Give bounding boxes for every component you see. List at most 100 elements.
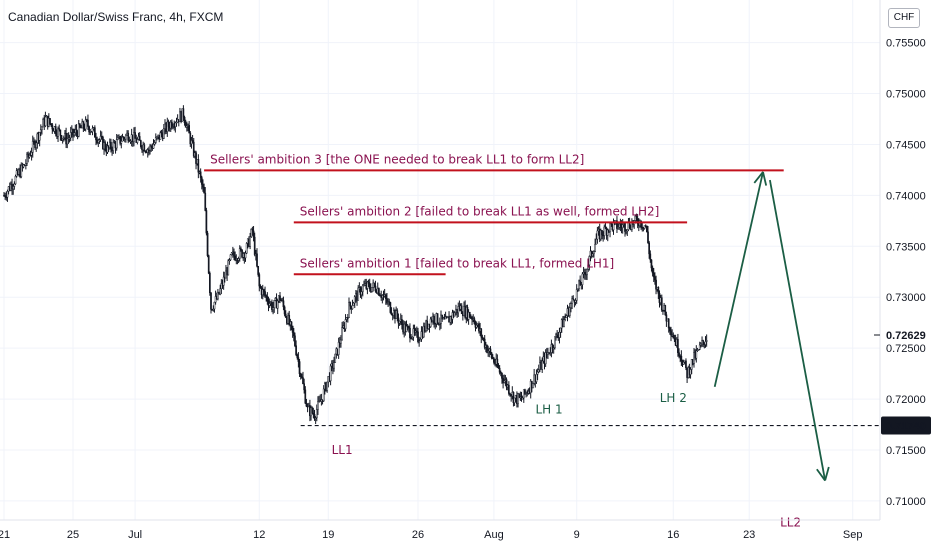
candle-body xyxy=(167,121,170,127)
candle-body xyxy=(436,313,439,324)
candle-body xyxy=(234,255,237,261)
candle-body xyxy=(652,272,655,278)
candle-body xyxy=(559,327,562,333)
candle-body xyxy=(26,153,28,164)
candle-body xyxy=(593,251,595,255)
candle-body xyxy=(517,393,519,404)
candle-body xyxy=(405,325,408,332)
candle-body xyxy=(136,139,139,143)
candle-body xyxy=(556,334,558,337)
candle-body xyxy=(129,140,132,143)
candle-body xyxy=(646,225,648,233)
currency-unit-button[interactable]: CHF xyxy=(888,8,920,28)
candle-body xyxy=(565,315,568,318)
candle-body xyxy=(314,417,317,419)
y-tick-label: 0.74500 xyxy=(886,139,926,151)
candle-body xyxy=(677,339,679,353)
candle-body xyxy=(704,341,707,345)
candle-body xyxy=(489,348,492,354)
y-tick-label: 0.73500 xyxy=(886,241,926,253)
candle-body xyxy=(68,137,71,140)
candle-body xyxy=(227,260,230,276)
candle-body xyxy=(292,332,295,337)
candle-body xyxy=(313,414,316,419)
candle-body xyxy=(51,124,54,130)
candle-body xyxy=(647,231,649,244)
candle-body xyxy=(202,184,204,188)
candle-body xyxy=(670,330,672,336)
candle-body xyxy=(61,138,64,141)
candle-body xyxy=(191,140,194,143)
candle-body xyxy=(77,123,80,137)
candle-body xyxy=(386,298,388,303)
candle-body xyxy=(491,357,494,359)
candle-body xyxy=(119,136,122,144)
candle-body xyxy=(13,183,16,187)
y-tick-label: 0.72500 xyxy=(886,343,926,355)
candle-body xyxy=(249,236,251,247)
candle-body xyxy=(368,283,371,289)
candle-body xyxy=(524,389,526,394)
candle-body xyxy=(228,259,231,262)
x-tick-label: Jul xyxy=(128,529,142,541)
projection-arrow xyxy=(713,171,764,388)
candle-body xyxy=(398,320,401,324)
candle-body xyxy=(296,354,299,358)
candle-body xyxy=(209,272,211,294)
candle-body xyxy=(419,339,422,342)
candle-body xyxy=(49,118,51,124)
candle-body xyxy=(104,142,107,150)
candle-body xyxy=(282,300,285,308)
candle-body xyxy=(374,285,377,292)
candle-body xyxy=(115,139,118,149)
candle-body xyxy=(257,265,259,275)
candle-body xyxy=(544,352,547,365)
candle-body xyxy=(138,136,141,141)
candle-body xyxy=(237,258,240,261)
candle-body xyxy=(265,295,268,297)
candle-body xyxy=(304,389,307,404)
candle-body xyxy=(579,280,581,286)
candle-body xyxy=(594,244,596,252)
candle-body xyxy=(390,312,393,315)
candle-body xyxy=(697,349,700,351)
candle-body xyxy=(276,300,279,309)
candle-body xyxy=(41,126,43,130)
candle-body xyxy=(353,296,356,304)
candle-body xyxy=(73,132,76,136)
candle-body xyxy=(149,145,151,151)
candle-body xyxy=(497,365,500,369)
candle-body xyxy=(407,326,410,329)
candle-body xyxy=(20,164,23,177)
candle-body xyxy=(106,145,109,153)
candle-body xyxy=(493,358,495,363)
candle-body xyxy=(38,132,41,141)
candle-body xyxy=(549,352,552,354)
x-tick-label: 25 xyxy=(67,529,79,541)
candle-body xyxy=(303,383,305,391)
candle-body xyxy=(182,108,185,118)
candle-body xyxy=(153,142,156,145)
candle-body xyxy=(175,121,178,124)
candle-body xyxy=(690,359,693,370)
x-tick-label: Aug xyxy=(484,529,504,541)
candle-body xyxy=(580,284,583,286)
candle-body xyxy=(586,268,588,275)
y-tick-label: 0.74000 xyxy=(886,190,926,202)
candle-body xyxy=(154,137,157,143)
candle-body xyxy=(468,312,471,318)
candle-body xyxy=(413,328,416,333)
candle-body xyxy=(30,152,33,156)
candle-body xyxy=(112,142,115,151)
candle-body xyxy=(171,121,173,128)
candle-body xyxy=(54,126,57,135)
candle-body xyxy=(480,328,483,338)
candle-body xyxy=(230,252,233,256)
candle-body xyxy=(294,335,296,346)
candle-body xyxy=(606,229,609,236)
candle-body xyxy=(258,274,261,287)
candle-body xyxy=(509,393,511,395)
candle-body xyxy=(203,186,205,194)
x-tick-label: 19 xyxy=(322,529,334,541)
